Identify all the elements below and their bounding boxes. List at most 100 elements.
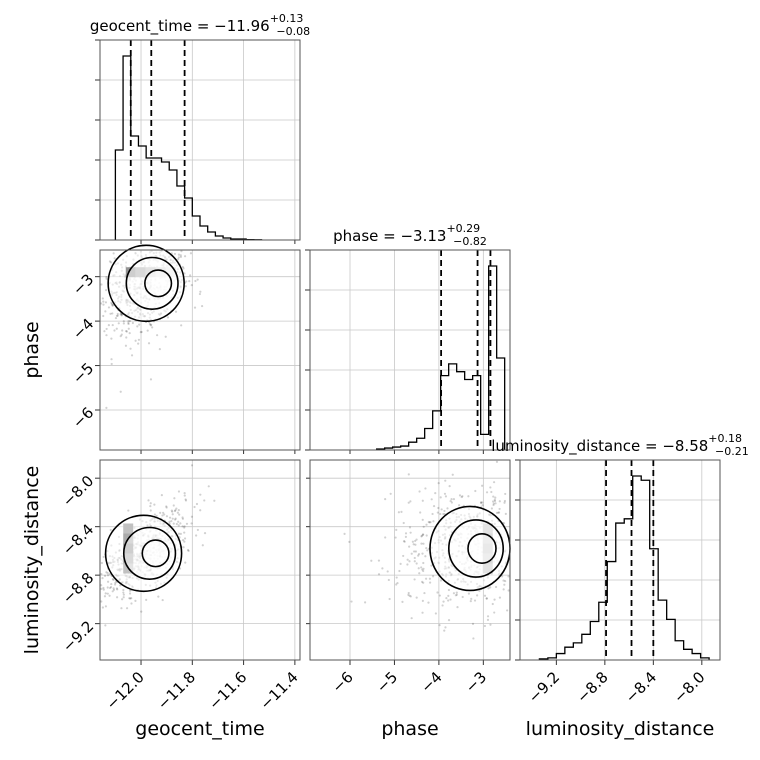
- sample-point: [503, 583, 506, 586]
- sample-point: [452, 592, 456, 595]
- sample-point: [107, 306, 111, 309]
- sample-point: [149, 324, 152, 327]
- sample-point: [195, 502, 199, 506]
- sample-point: [370, 559, 373, 562]
- sample-point: [120, 607, 123, 610]
- sample-point: [422, 569, 425, 573]
- sample-point: [181, 538, 185, 542]
- sample-point: [115, 587, 119, 590]
- sample-point: [171, 513, 174, 516]
- sample-point: [121, 329, 124, 332]
- sample-point: [193, 505, 196, 509]
- sample-point: [440, 508, 443, 511]
- sample-point: [492, 502, 495, 505]
- sample-point: [110, 303, 114, 306]
- sample-point: [481, 504, 484, 507]
- sample-point: [498, 507, 501, 511]
- sample-point: [425, 546, 428, 550]
- sample-point: [104, 605, 108, 608]
- sample-point: [199, 493, 202, 496]
- sample-point: [507, 589, 510, 592]
- sample-point: [100, 302, 103, 305]
- sample-point: [122, 322, 125, 325]
- sample-point: [474, 489, 477, 493]
- sample-point: [122, 593, 125, 596]
- sample-point: [125, 607, 129, 610]
- sample-point: [139, 331, 142, 334]
- sample-point: [129, 347, 132, 350]
- sample-point: [179, 522, 182, 525]
- sample-point: [415, 538, 418, 541]
- title-geocent-time: geocent_time = −11.96+0.13 −0.08: [90, 12, 310, 38]
- sample-point: [128, 592, 132, 595]
- sample-point: [160, 494, 163, 497]
- sample-point: [427, 601, 430, 604]
- sample-point: [116, 314, 119, 317]
- sample-point: [408, 560, 411, 563]
- sample-point: [421, 518, 424, 521]
- sample-point: [102, 588, 105, 591]
- y-tick-label: −4: [69, 315, 97, 343]
- sample-point: [456, 606, 459, 609]
- sample-point: [112, 588, 116, 591]
- sample-point: [413, 550, 416, 553]
- sample-point: [194, 279, 197, 283]
- sample-point: [441, 604, 444, 607]
- sample-point: [429, 521, 432, 524]
- sample-point: [165, 505, 168, 508]
- sample-point: [486, 618, 490, 621]
- sample-point: [140, 610, 143, 613]
- sample-point: [386, 570, 389, 573]
- sample-point: [432, 504, 436, 508]
- sample-point: [104, 310, 107, 313]
- sample-point: [189, 274, 192, 277]
- sample-point: [493, 611, 496, 614]
- sample-point: [445, 597, 448, 600]
- sample-point: [201, 304, 204, 308]
- sample-point: [151, 326, 154, 329]
- sample-point: [467, 592, 471, 595]
- sample-point: [116, 312, 119, 316]
- sample-point: [504, 492, 507, 496]
- sample-point: [422, 533, 425, 536]
- sample-point: [190, 522, 193, 525]
- sample-point: [425, 523, 428, 526]
- sample-point: [491, 602, 494, 606]
- sample-point: [122, 320, 125, 323]
- sample-point: [134, 599, 137, 602]
- sample-point: [111, 577, 114, 581]
- sample-point: [447, 619, 451, 622]
- sample-point: [100, 283, 103, 286]
- sample-point: [395, 528, 398, 531]
- sample-point: [183, 526, 186, 529]
- sample-point: [125, 330, 128, 333]
- sample-point: [102, 303, 105, 306]
- sample-point: [377, 559, 381, 562]
- sample-point: [494, 496, 497, 499]
- sample-point: [153, 503, 156, 506]
- sample-point: [100, 587, 103, 590]
- sample-point: [485, 597, 488, 600]
- sample-point: [389, 492, 392, 495]
- sample-point: [183, 531, 186, 534]
- sample-point: [179, 532, 182, 535]
- sample-point: [434, 612, 437, 615]
- x-tick-label: −6: [328, 668, 356, 696]
- sample-point: [161, 514, 164, 517]
- sample-point: [183, 492, 186, 495]
- sample-point: [201, 544, 204, 547]
- sample-point: [110, 582, 113, 586]
- sample-point: [414, 550, 417, 553]
- sample-point: [423, 591, 426, 595]
- sample-point: [122, 596, 125, 599]
- x-tick-label: −8.0: [670, 668, 708, 706]
- sample-point: [413, 556, 416, 560]
- sample-point: [109, 312, 112, 315]
- sample-point: [106, 574, 110, 577]
- sample-point: [181, 516, 184, 519]
- sample-point: [105, 327, 108, 331]
- sample-point: [428, 581, 432, 584]
- sample-point: [439, 496, 442, 499]
- sample-point: [171, 510, 174, 513]
